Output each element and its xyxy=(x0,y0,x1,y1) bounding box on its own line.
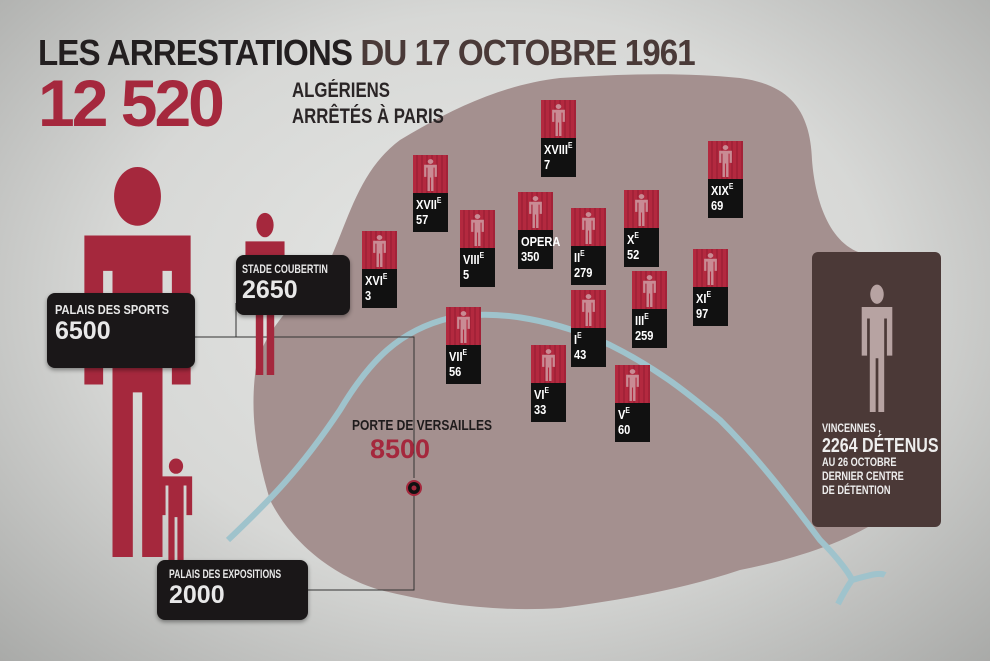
box-value: 2650 xyxy=(242,276,298,304)
box-label: STADE COUBERTIN xyxy=(242,262,328,276)
person-icon xyxy=(551,104,566,136)
box-value: 6500 xyxy=(55,317,111,345)
marker-value: 350 xyxy=(521,249,540,264)
marker-suffix: E xyxy=(728,182,734,191)
connector-line xyxy=(300,495,415,591)
marker-label: XI xyxy=(696,291,707,306)
marker-suffix: E xyxy=(580,249,585,258)
person-icon xyxy=(859,284,895,412)
marker-label: XVI xyxy=(365,273,383,288)
person-icon xyxy=(581,294,596,326)
arrondissement-marker: VIIE 56 xyxy=(446,307,481,384)
person-icon xyxy=(470,214,485,246)
marker-value: 52 xyxy=(627,247,640,262)
box-value: 2000 xyxy=(169,581,225,609)
arrondissement-marker: IIIE 259 xyxy=(632,271,667,348)
marker-value: 259 xyxy=(635,328,654,343)
arrondissement-marker: XE 52 xyxy=(624,190,659,267)
vincennes-count: 2264 DÉTENUS xyxy=(822,435,939,457)
vincennes-line: DERNIER CENTRE xyxy=(822,471,904,483)
title-part1: LES ARRESTATIONS xyxy=(38,32,353,73)
marker-suffix: E xyxy=(462,348,468,357)
marker-value: 7 xyxy=(544,157,551,172)
marker-label: OPERA xyxy=(521,234,561,249)
marker-value: 97 xyxy=(696,306,709,321)
person-icon xyxy=(718,145,733,177)
pv-label: PORTE DE VERSAILLES xyxy=(352,417,493,434)
palais-des-expositions-box: PALAIS DES EXPOSITIONS 2000 xyxy=(157,560,308,620)
arrondissement-marker: OPERA 350 xyxy=(518,192,560,269)
person-icon xyxy=(581,212,596,244)
arrondissement-marker: VIE 33 xyxy=(531,345,566,422)
box-label: PALAIS DES SPORTS xyxy=(55,302,170,317)
marker-suffix: E xyxy=(382,272,388,281)
person-icon xyxy=(634,194,649,226)
arrondissement-marker: XIE 97 xyxy=(693,249,728,326)
marker-label: XIX xyxy=(711,183,729,198)
palais-des-sports-box: PALAIS DES SPORTS 6500 xyxy=(47,293,195,368)
marker-suffix: E xyxy=(634,231,639,240)
person-icon xyxy=(456,311,471,343)
marker-suffix: E xyxy=(567,141,573,150)
person-icon xyxy=(423,159,438,191)
arrondissement-marker: IE 43 xyxy=(571,290,606,367)
marker-label: VIII xyxy=(463,252,480,267)
marker-suffix: E xyxy=(577,331,582,340)
marker-label: I xyxy=(574,332,578,347)
person-icon xyxy=(157,458,195,560)
arrondissement-marker: XVIE 3 xyxy=(362,231,397,308)
marker-value: 69 xyxy=(711,198,724,213)
box-label: PALAIS DES EXPOSITIONS xyxy=(169,567,282,581)
marker-label: VII xyxy=(449,349,463,364)
marker-label: XVIII xyxy=(544,142,568,157)
marker-value: 5 xyxy=(463,267,470,282)
arrondissement-marker: IIE 279 xyxy=(571,208,606,285)
marker-value: 33 xyxy=(534,402,547,417)
arrondissement-marker: VIIIE 5 xyxy=(460,210,495,287)
marker-label: XVII xyxy=(416,197,437,212)
marker-suffix: E xyxy=(625,406,630,415)
marker-suffix: E xyxy=(706,290,711,299)
marker-suffix: E xyxy=(479,251,485,260)
arrondissement-marker: VE 60 xyxy=(615,365,650,442)
person-icon xyxy=(642,275,657,307)
marker-value: 43 xyxy=(574,347,587,362)
caption-line2: ARRÊTÉS À PARIS xyxy=(292,105,444,128)
total-caption: ALGÉRIENS ARRÊTÉS À PARIS xyxy=(292,78,482,130)
arrondissement-marker: XVIIE 57 xyxy=(413,155,448,232)
marker-label: V xyxy=(618,407,626,422)
vincennes-line: DE DÉTENTION xyxy=(822,485,891,497)
marker-label: X xyxy=(627,232,635,247)
marker-label: II xyxy=(574,250,581,265)
marker-suffix: E xyxy=(436,196,442,205)
marker-value: 57 xyxy=(416,212,429,227)
title-part2: DU 17 OCTOBRE 1961 xyxy=(360,32,695,73)
marker-suffix: E xyxy=(644,312,649,321)
person-icon xyxy=(372,235,387,267)
arrondissement-marker: XIXE 69 xyxy=(708,141,743,218)
marker-value: 60 xyxy=(618,422,631,437)
marker-suffix: E xyxy=(544,386,549,395)
pv-value: 8500 xyxy=(369,434,431,464)
porte-versailles-dot-center xyxy=(411,485,417,491)
marker-value: 3 xyxy=(365,288,372,303)
person-icon xyxy=(703,253,718,285)
vincennes-line: VINCENNES , xyxy=(822,423,881,435)
person-icon xyxy=(528,196,543,228)
person-icon xyxy=(625,369,640,401)
marker-value: 56 xyxy=(449,364,462,379)
caption-line1: ALGÉRIENS xyxy=(292,79,391,102)
porte-versailles-label: PORTE DE VERSAILLES 8500 xyxy=(340,417,493,465)
arrondissement-marker: XVIIIE 7 xyxy=(541,100,576,177)
marker-label: VI xyxy=(534,387,545,402)
marker-value: 279 xyxy=(574,265,593,280)
vincennes-panel: VINCENNES , 2264 DÉTENUS AU 26 OCTOBRE D… xyxy=(812,252,941,527)
marker-label: III xyxy=(635,313,645,328)
stade-coubertin-box: STADE COUBERTIN 2650 xyxy=(236,255,350,315)
person-icon xyxy=(541,349,556,381)
page-title: LES ARRESTATIONS DU 17 OCTOBRE 1961 xyxy=(38,32,752,74)
vincennes-line: AU 26 OCTOBRE xyxy=(822,457,897,469)
total-count: 12 520 xyxy=(38,66,225,140)
